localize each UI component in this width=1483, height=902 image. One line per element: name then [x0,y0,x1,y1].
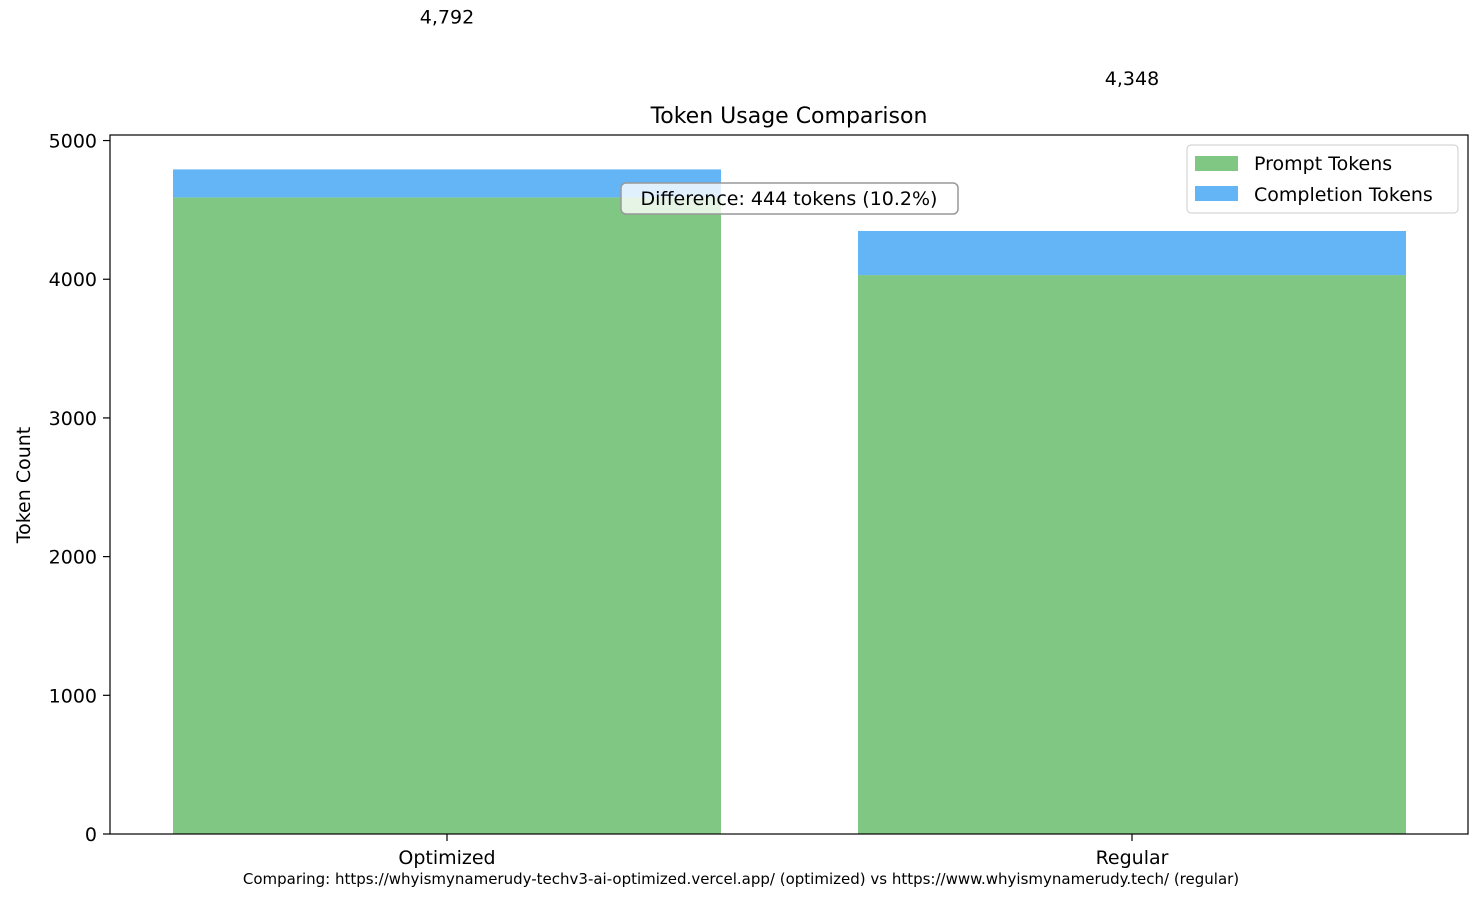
legend-label-prompt: Prompt Tokens [1254,153,1392,175]
x-axis-ticks: Optimized Regular [398,834,1169,869]
annotation-text: Difference: 444 tokens (10.2%) [641,188,938,210]
legend-box [1186,144,1459,214]
annotation-box [620,182,959,215]
y-tick-label: 1000 [49,685,97,707]
total-label-regular: 4,348 [1105,68,1159,90]
legend-label-completion: Completion Tokens [1254,184,1433,206]
x-tick-label-regular: Regular [1096,847,1169,869]
y-tick-label: 4000 [49,269,97,291]
plot-frame [109,134,1469,835]
y-axis-label: Token Count [13,427,35,545]
comparison-caption: Comparing: https://whyismynamerudy-techv… [243,870,1239,888]
legend: Prompt Tokens Completion Tokens [1186,144,1459,214]
y-tick-label: 3000 [49,408,97,430]
legend-swatch-prompt [1195,156,1238,171]
bar-optimized-prompt [173,197,721,835]
bar-regular-prompt [858,275,1406,834]
total-labels-layer: 4,792 4,348 [420,6,1159,90]
x-tick-label-optimized: Optimized [398,847,495,869]
total-label-optimized: 4,792 [420,6,474,28]
bars-layer [173,169,1406,835]
legend-swatch-completion [1195,186,1238,201]
bar-regular-completion [858,230,1406,276]
y-tick-label: 2000 [49,547,97,569]
y-tick-label: 5000 [49,131,97,153]
chart-title: Token Usage Comparison [650,104,928,129]
y-axis-ticks: 0 1000 2000 3000 4000 5000 [49,131,110,846]
difference-annotation: Difference: 444 tokens (10.2%) [620,182,959,215]
y-tick-label: 0 [85,824,97,846]
